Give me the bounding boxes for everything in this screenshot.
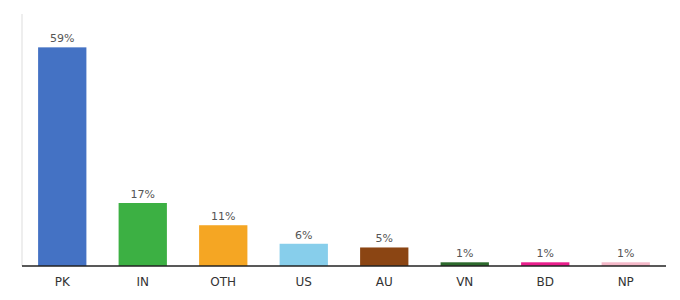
bar — [360, 247, 408, 266]
x-tick-label: BD — [537, 275, 554, 289]
x-tick-label: IN — [136, 275, 149, 289]
data-label: 1% — [537, 247, 554, 260]
bar — [119, 203, 167, 266]
data-label: 5% — [376, 232, 393, 245]
plot-area: PK IN OTH US AU VN BD NP 59% 17% 11% 6% 5% 1% 1% 1% — [22, 14, 666, 289]
x-tick-label: PK — [55, 275, 71, 289]
x-tick-label: VN — [456, 275, 473, 289]
data-label: 1% — [617, 247, 634, 260]
y-range-line — [22, 14, 23, 266]
x-tick-label: AU — [376, 275, 393, 289]
data-label: 6% — [295, 229, 312, 242]
bars — [38, 47, 650, 266]
data-label: 11% — [211, 210, 235, 223]
data-label: 1% — [456, 247, 473, 260]
data-label: 17% — [131, 188, 155, 201]
x-tick-label: NP — [618, 275, 634, 289]
x-tick-label: OTH — [210, 275, 236, 289]
chart-container: PK IN OTH US AU VN BD NP 59% 17% 11% 6% 5% 1% 1% 1% — [0, 0, 680, 300]
x-tick-label: US — [296, 275, 312, 289]
bar — [38, 47, 86, 266]
data-label: 59% — [50, 32, 74, 45]
chart-svg: PK IN OTH US AU VN BD NP 59% 17% 11% 6% 5% 1% 1% 1% — [0, 0, 680, 300]
x-axis-line — [22, 265, 666, 267]
bar — [280, 244, 328, 266]
bar — [199, 225, 247, 266]
